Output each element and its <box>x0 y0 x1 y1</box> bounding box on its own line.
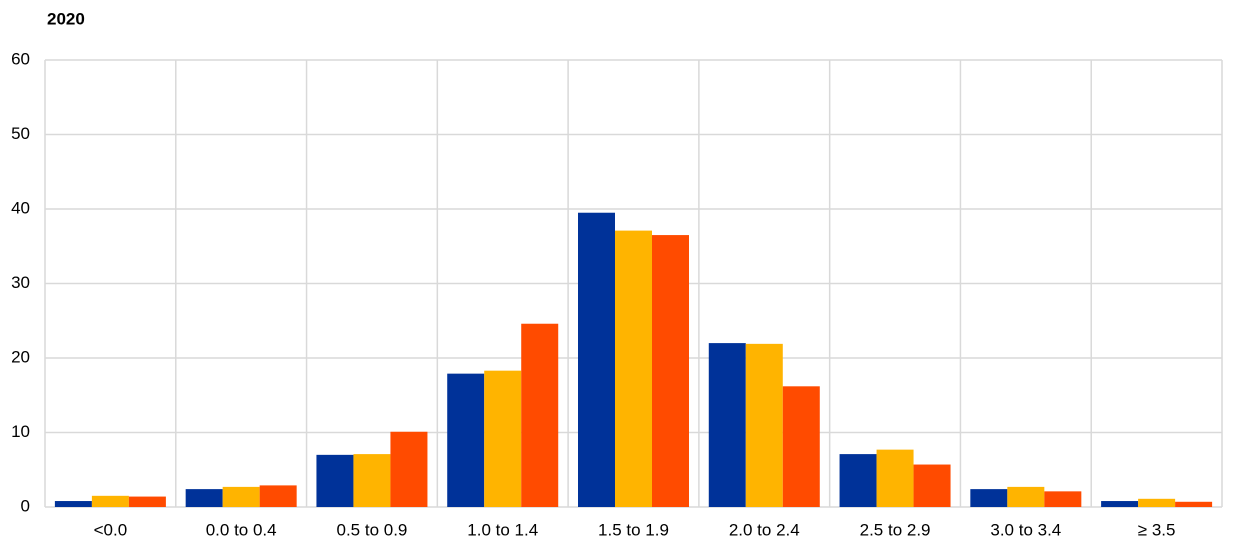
bar <box>1007 486 1045 507</box>
bar <box>447 373 485 507</box>
x-tick-label: <0.0 <box>94 520 128 539</box>
x-tick-label: ≥ 3.5 <box>1138 520 1176 539</box>
bar <box>782 386 820 507</box>
bar <box>484 370 522 507</box>
bar <box>316 454 354 507</box>
bar <box>91 495 129 507</box>
bar <box>185 489 223 507</box>
y-tick-label: 30 <box>11 273 30 292</box>
bar <box>54 501 92 507</box>
bar <box>259 485 297 507</box>
bar <box>1138 498 1176 507</box>
x-tick-label: 2.0 to 2.4 <box>729 520 800 539</box>
x-tick-label: 1.0 to 1.4 <box>467 520 538 539</box>
bar <box>1101 501 1139 507</box>
bar <box>970 489 1008 507</box>
bar <box>578 212 615 507</box>
bar <box>615 230 652 508</box>
x-tick-label: 0.0 to 0.4 <box>206 520 277 539</box>
chart-title: 2020 <box>47 9 85 28</box>
bar <box>876 449 914 507</box>
y-tick-label: 10 <box>11 422 30 441</box>
bar <box>521 323 559 507</box>
bar <box>353 454 391 507</box>
bar <box>839 454 877 507</box>
bar <box>745 343 783 507</box>
bar <box>128 496 166 507</box>
y-tick-label: 50 <box>11 124 30 143</box>
x-tick-label: 2.5 to 2.9 <box>860 520 931 539</box>
bar <box>1175 501 1213 507</box>
x-tick-label: 3.0 to 3.4 <box>990 520 1061 539</box>
bar <box>222 486 260 507</box>
x-tick-label: 0.5 to 0.9 <box>336 520 407 539</box>
bar <box>913 464 951 507</box>
y-tick-label: 20 <box>11 347 30 366</box>
x-tick-label: 1.5 to 1.9 <box>598 520 669 539</box>
y-tick-label: 0 <box>21 496 30 515</box>
bar <box>1044 491 1082 507</box>
bar <box>708 343 746 507</box>
bar <box>652 235 689 507</box>
y-tick-label: 40 <box>11 198 30 217</box>
bar <box>390 431 428 507</box>
y-tick-label: 60 <box>11 49 30 68</box>
